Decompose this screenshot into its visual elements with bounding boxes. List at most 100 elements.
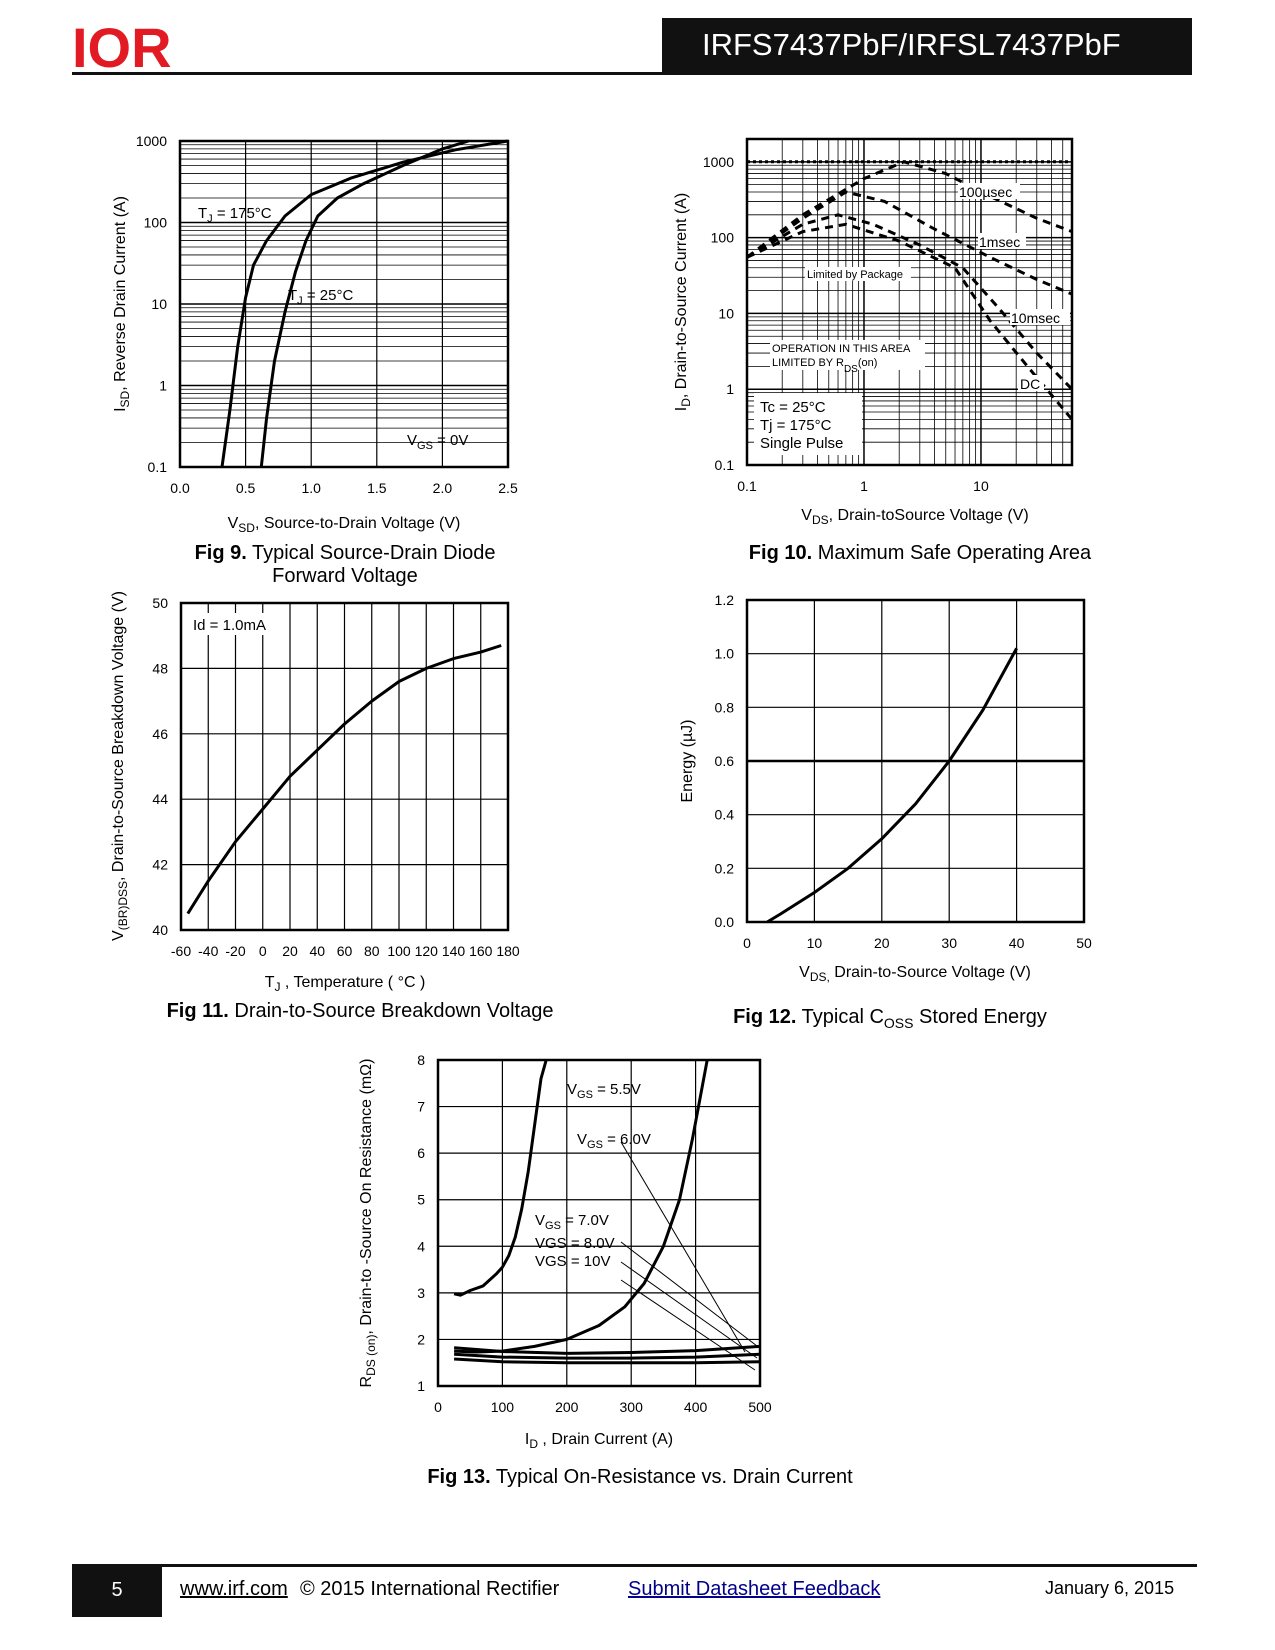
fig11-y-tick-label: 40 (152, 922, 168, 938)
fig11-y-tick-label: 44 (152, 791, 168, 807)
website-link[interactable]: www.irf.com (180, 1578, 288, 1600)
fig11-x-tick-label: 120 (415, 943, 439, 959)
fig11-chart: -60 -40 -20 0 20 40 60 80 100 120 140 160 180 40 42 44… (110, 591, 520, 994)
fig11-x-tick-label: 140 (442, 943, 466, 959)
fig11-x-axis-label: TJ , Temperature ( °C ) (265, 974, 426, 994)
fig12-y-axis-label: Energy (µJ) (679, 719, 696, 802)
fig13-x-ticks: 0 100 200 300 400 500 (434, 1399, 772, 1415)
fig13-series-vgs-7-0v (453, 1344, 761, 1355)
fig13-x-tick-label: 100 (491, 1399, 515, 1415)
fig13-annotation-60: VGS = 6.0V (577, 1131, 651, 1151)
fig9-y-ticks: 0.1 1 10 100 1000 (136, 133, 167, 475)
fig9-annotation-25: TJ = 25°C (288, 287, 353, 307)
fig13-leader-line (620, 1141, 746, 1353)
submit-feedback-link[interactable]: Submit Datasheet Feedback (628, 1578, 881, 1600)
fig12-y-tick-label: 0.8 (715, 699, 735, 715)
fig11-y-tick-label: 46 (152, 726, 168, 742)
fig13-y-tick-label: 5 (417, 1192, 425, 1208)
fig11-x-tick-label: 0 (259, 943, 267, 959)
fig10-x-ticks: 0.1 1 10 (737, 478, 989, 494)
fig13-annotation-80: VGS = 8.0V (535, 1235, 615, 1252)
fig11-x-tick-label: 100 (387, 943, 411, 959)
fig13-x-tick-label: 400 (684, 1399, 708, 1415)
fig13-y-tick-label: 1 (417, 1378, 425, 1394)
fig11-y-axis-label: V(BR)DSS, Drain-to-Source Breakdown Volt… (110, 591, 130, 941)
fig13-x-axis-label: ID , Drain Current (A) (525, 1431, 673, 1451)
copyright: © 2015 International Rectifier (300, 1578, 560, 1600)
fig10-label-operation: OPERATION IN THIS AREA (772, 343, 911, 355)
fig12-x-axis-label: VDS, Drain-to-Source Voltage (V) (799, 964, 1031, 984)
fig9-y-tick-label: 1000 (136, 133, 167, 149)
fig9-x-ticks: 0.0 0.5 1.0 1.5 2.0 2.5 (170, 480, 518, 496)
page-title: IRFS7437PbF/IRFSL7437PbF (662, 18, 1192, 72)
fig10-label-dc: DC (1020, 376, 1040, 392)
fig9-series-tj-25-c (259, 139, 470, 468)
fig13-y-ticks: 1 2 3 4 5 6 7 8 (417, 1052, 425, 1394)
fig12-chart: 0 10 20 30 40 50 0.0 0.2 0.4 0.6 0.8 1.0 1.2 VDS, D… (679, 592, 1092, 984)
fig10-label-tc: Tc = 25°C (760, 399, 826, 416)
fig13-y-tick-label: 7 (417, 1099, 425, 1115)
fig10-x-tick-label: 10 (973, 478, 989, 494)
fig10-label-limited: LIMITED BY RDS(on) (772, 357, 877, 375)
fig12-x-tick-label: 30 (941, 935, 957, 951)
fig13-caption: Fig 13. Typical On-Resistance vs. Drain … (427, 1466, 853, 1488)
fig11-caption: Fig 11. Drain-to-Source Breakdown Voltag… (166, 1000, 554, 1022)
fig11-x-ticks: -60 -40 -20 0 20 40 60 80 100 120 140 160 180 (171, 943, 520, 959)
fig10-y-tick-label: 10 (718, 305, 734, 321)
fig12-x-tick-label: 20 (874, 935, 890, 951)
fig12-x-tick-label: 40 (1009, 935, 1025, 951)
fig11-y-ticks: 40 42 44 46 48 50 (152, 595, 168, 938)
page-number: 5 (72, 1567, 162, 1617)
fig13-annotation-70: VGS = 7.0V (535, 1212, 609, 1232)
fig12-caption: Fig 12. Typical COSS Stored Energy (733, 1006, 1047, 1031)
logo-text: IOR (72, 20, 172, 72)
fig11-series-id-1-0ma (186, 644, 502, 915)
fig12-y-tick-label: 0.2 (715, 860, 735, 876)
fig13-annotation-55: VGS = 5.5V (567, 1081, 641, 1101)
fig9-y-tick-label: 100 (144, 215, 168, 231)
fig11-y-tick-label: 42 (152, 857, 168, 873)
fig10-y-tick-label: 0.1 (715, 457, 735, 473)
fig11-x-tick-label: 80 (364, 943, 380, 959)
fig9-caption: Fig 9. Typical Source-Drain Diode Forward… (194, 542, 496, 587)
fig10-label-tj: Tj = 175°C (760, 417, 832, 434)
fig11-x-tick-label: -60 (171, 943, 191, 959)
fig12-y-ticks: 0.0 0.2 0.4 0.6 0.8 1.0 1.2 (715, 592, 735, 930)
fig10-caption: Fig 10. Maximum Safe Operating Area (748, 542, 1092, 564)
footer-rule (72, 1564, 1197, 1567)
fig10-label-single-pulse: Single Pulse (760, 435, 843, 452)
fig11-x-tick-label: -40 (198, 943, 218, 959)
fig12-y-tick-label: 0.6 (715, 753, 735, 769)
fig13-annotation-10: VGS = 10V (535, 1253, 610, 1270)
fig13-x-tick-label: 0 (434, 1399, 442, 1415)
fig11-plot-area (179, 601, 510, 932)
fig10-series-10msec (746, 213, 1074, 391)
fig9-y-tick-label: 1 (159, 378, 167, 394)
fig13-y-tick-label: 8 (417, 1052, 425, 1068)
fig13-y-tick-label: 6 (417, 1145, 425, 1161)
fig13-series-vgs-8-0v (454, 1352, 761, 1360)
fig13-series-vgs-5-5v (453, 1059, 548, 1297)
fig9-series-tj-175-c (220, 139, 509, 468)
fig13-plot-area (436, 1058, 762, 1388)
fig13-leader-line (620, 1241, 758, 1347)
fig9-x-tick-label: 0.0 (170, 480, 190, 496)
fig9-y-tick-label: 10 (151, 296, 167, 312)
fig13-series-vgs-6-0v (454, 1059, 709, 1354)
fig12-x-tick-label: 10 (807, 935, 823, 951)
fig9-x-tick-label: 1.5 (367, 480, 387, 496)
fig11-x-tick-label: -20 (225, 943, 245, 959)
fig9-x-tick-label: 1.0 (301, 480, 321, 496)
header-rule (72, 72, 1192, 75)
fig13-leader-line (620, 1279, 756, 1371)
fig12-series-eoss (766, 647, 1018, 924)
fig13-y-tick-label: 2 (417, 1331, 425, 1347)
fig13-x-tick-label: 500 (748, 1399, 772, 1415)
fig13-chart: 0 100 200 300 400 500 1 2 3 4 5 6 7 8 ID , Drain Cur… (358, 1052, 772, 1451)
fig12-y-tick-label: 1.0 (715, 646, 735, 662)
fig9-plot-area (178, 139, 510, 469)
fig12-plot-area (745, 598, 1086, 924)
fig10-x-axis-label: VDS, Drain-toSource Voltage (V) (801, 507, 1028, 527)
fig10-y-axis-label: ID, Drain-to-Source Current (A) (673, 193, 693, 412)
fig12-y-tick-label: 0.4 (715, 807, 735, 823)
